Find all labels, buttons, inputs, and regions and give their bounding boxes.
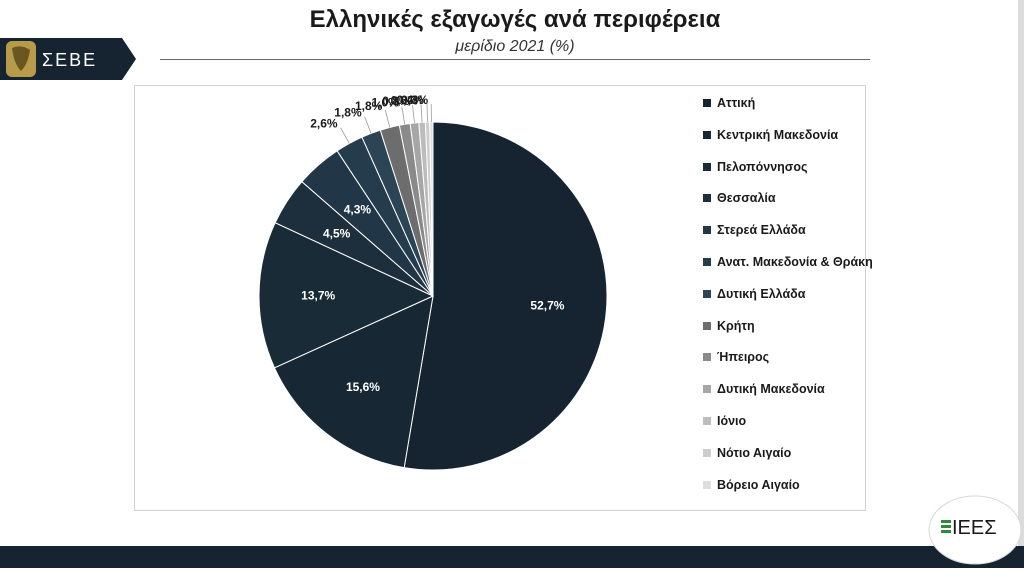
legend-swatch (703, 353, 711, 361)
title-underline (160, 59, 870, 60)
legend-label: Κρήτη (717, 319, 755, 333)
legend-label: Κεντρική Μακεδονία (717, 128, 838, 142)
data-label-1: 15,6% (346, 380, 380, 394)
leader-line-9 (413, 105, 415, 123)
legend-label: Θεσσαλία (717, 191, 776, 205)
page-title: Ελληνικές εξαγωγές ανά περιφέρεια (160, 6, 870, 34)
legend-label: Δυτική Ελλάδα (717, 287, 805, 301)
legend-item: Κρήτη (703, 319, 883, 351)
leader-line-5 (341, 128, 350, 144)
legend-label: Βόρειο Αιγαίο (717, 478, 800, 492)
legend-item: Βόρειο Αιγαίο (703, 478, 883, 510)
legend-item: Ήπειρος (703, 350, 883, 382)
iees-bars-icon (941, 520, 951, 533)
legend-item: Στερεά Ελλάδα (703, 223, 883, 255)
legend-swatch (703, 290, 711, 298)
legend-swatch (703, 194, 711, 202)
legend-label: Δυτική Μακεδονία (717, 382, 825, 396)
data-label-0: 52,7% (530, 299, 564, 313)
leader-line-7 (385, 110, 389, 127)
legend-swatch (703, 417, 711, 425)
legend-item: Κεντρική Μακεδονία (703, 128, 883, 160)
legend-swatch (703, 163, 711, 171)
legend-item: Νότιο Αιγαίο (703, 446, 883, 478)
legend-swatch (703, 131, 711, 139)
legend-swatch (703, 385, 711, 393)
legend-label: Πελοπόννησος (717, 160, 807, 174)
footer-bar (0, 546, 1024, 568)
legend-swatch (703, 481, 711, 489)
window-edge (1018, 0, 1024, 568)
legend-swatch (703, 258, 711, 266)
legend-label: Αττική (717, 96, 755, 110)
iees-logo-text: ΙΕΕΣ (952, 517, 997, 539)
legend-swatch (703, 449, 711, 457)
legend-label: Ιόνιο (717, 414, 746, 428)
legend-swatch (703, 226, 711, 234)
legend-item: Δυτική Ελλάδα (703, 287, 883, 319)
legend-swatch (703, 322, 711, 330)
legend-item: Θεσσαλία (703, 191, 883, 223)
leader-line-6 (365, 117, 371, 134)
legend-label: Ήπειρος (717, 350, 769, 364)
iees-logo: ΙΕΕΣ (925, 490, 1024, 566)
legend-item: Αττική (703, 96, 883, 128)
data-label-4: 4,3% (344, 203, 372, 217)
seve-logo-text: ΣΕΒΕ (42, 50, 97, 70)
legend-label: Ανατ. Μακεδονία & Θράκη (717, 255, 873, 269)
data-label-2: 13,7% (301, 288, 335, 302)
leader-line-8 (402, 107, 405, 125)
seve-logo-shape: ΣΕΒΕ (0, 38, 136, 80)
pie-slice-0 (404, 122, 607, 470)
legend-label: Νότιο Αιγαίο (717, 446, 791, 460)
legend-item: Ιόνιο (703, 414, 883, 446)
legend-label: Στερεά Ελλάδα (717, 223, 806, 237)
legend-item: Δυτική Μακεδονία (703, 382, 883, 414)
data-label-3: 4,5% (323, 226, 351, 240)
chart-legend: Αττική Κεντρική Μακεδονία Πελοπόννησος Θεσσ… (703, 96, 883, 509)
page-subtitle: μερίδιο 2021 (%) (160, 38, 870, 56)
data-label-12: 0,3% (401, 93, 429, 107)
legend-item: Ανατ. Μακεδονία & Θράκη (703, 255, 883, 287)
legend-item: Πελοπόννησος (703, 160, 883, 192)
legend-swatch (703, 99, 711, 107)
seve-logo: ΣΕΒΕ (0, 38, 136, 80)
